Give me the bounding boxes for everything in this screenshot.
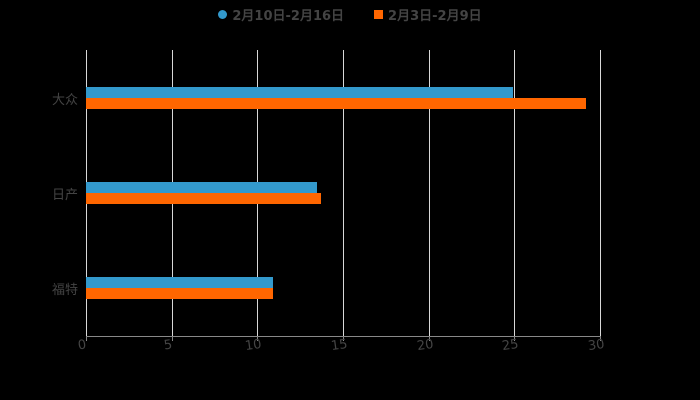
bar[interactable] [86, 86, 513, 98]
x-tick [171, 336, 173, 341]
bar[interactable] [86, 97, 587, 109]
bar[interactable] [86, 288, 273, 300]
legend-square-icon [374, 9, 384, 19]
x-tick-label: 5 [162, 337, 173, 354]
legend-circle-icon [218, 9, 228, 19]
legend: 2月10日-2月16日 2月3日-2月9日 [0, 4, 700, 24]
category-label: 大众 [51, 92, 78, 108]
x-tick [257, 336, 259, 341]
legend-item-series-2[interactable]: 2月3日-2月9日 [374, 5, 482, 24]
gridline [343, 50, 344, 336]
legend-label: 2月10日-2月16日 [232, 8, 345, 24]
x-axis [86, 336, 600, 337]
bar[interactable] [86, 193, 321, 204]
x-tick-label: 10 [244, 336, 263, 355]
category-label: 福特 [51, 283, 78, 299]
gridline [600, 50, 601, 336]
x-tick-label: 20 [415, 336, 435, 355]
bar[interactable] [86, 182, 318, 193]
bar[interactable] [86, 277, 273, 289]
category-label: 日产 [51, 188, 78, 203]
x-tick [514, 336, 516, 341]
gridline [428, 50, 430, 336]
legend-item-series-1[interactable]: 2月10日-2月16日 [218, 5, 344, 24]
x-tick [86, 336, 87, 341]
x-tick [343, 336, 344, 341]
x-tick-label: 15 [330, 336, 349, 355]
x-tick [600, 336, 601, 341]
x-tick-label: 30 [587, 336, 606, 355]
gridline [514, 50, 516, 336]
x-tick-label: 25 [501, 336, 520, 355]
x-tick [428, 336, 430, 341]
legend-label: 2月3日-2月9日 [388, 8, 482, 24]
